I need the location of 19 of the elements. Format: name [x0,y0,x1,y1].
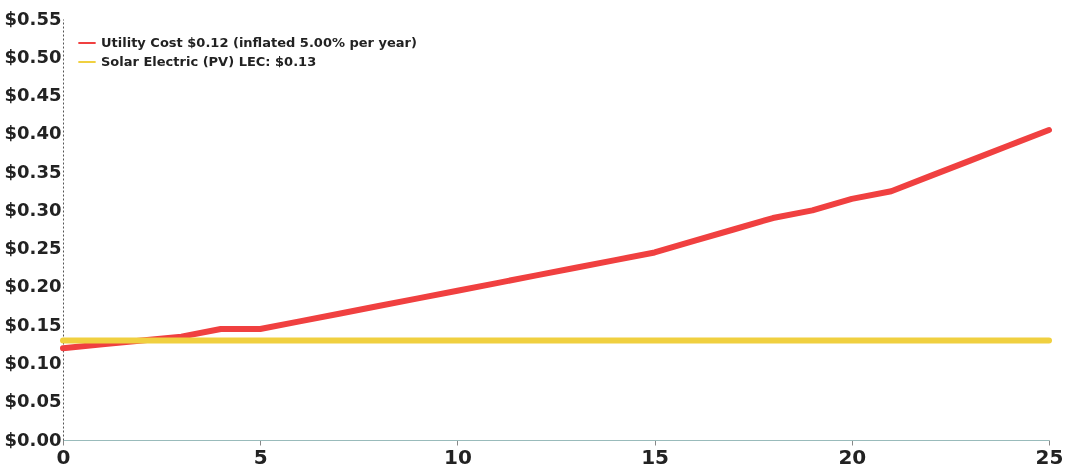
x-tick-label: 5 [253,444,268,469]
y-tick-label: $0.35 [4,160,62,182]
x-tick-label: 20 [838,444,867,469]
y-tick-label: $0.15 [4,313,62,335]
legend-label: Utility Cost $0.12 (inflated 5.00% per year) [101,35,417,50]
y-tick-label: $0.45 [4,84,62,106]
y-tick-label: $0.30 [4,198,62,220]
y-tick-label: $0.25 [4,237,62,259]
y-tick-label: $0.55 [4,7,62,29]
y-tick-label: $0.40 [4,122,62,144]
y-tick-label: $0.05 [4,390,62,412]
y-tick-label: $0.10 [4,351,62,373]
x-tick-label: 25 [1035,444,1064,469]
x-tick-label: 10 [443,444,472,469]
legend-label: Solar Electric (PV) LEC: $0.13 [101,54,317,69]
y-tick-label: $0.50 [4,45,62,67]
y-tick-label: $0.00 [4,428,62,450]
x-tick-label: 15 [641,444,670,469]
y-tick-label: $0.20 [4,275,62,297]
